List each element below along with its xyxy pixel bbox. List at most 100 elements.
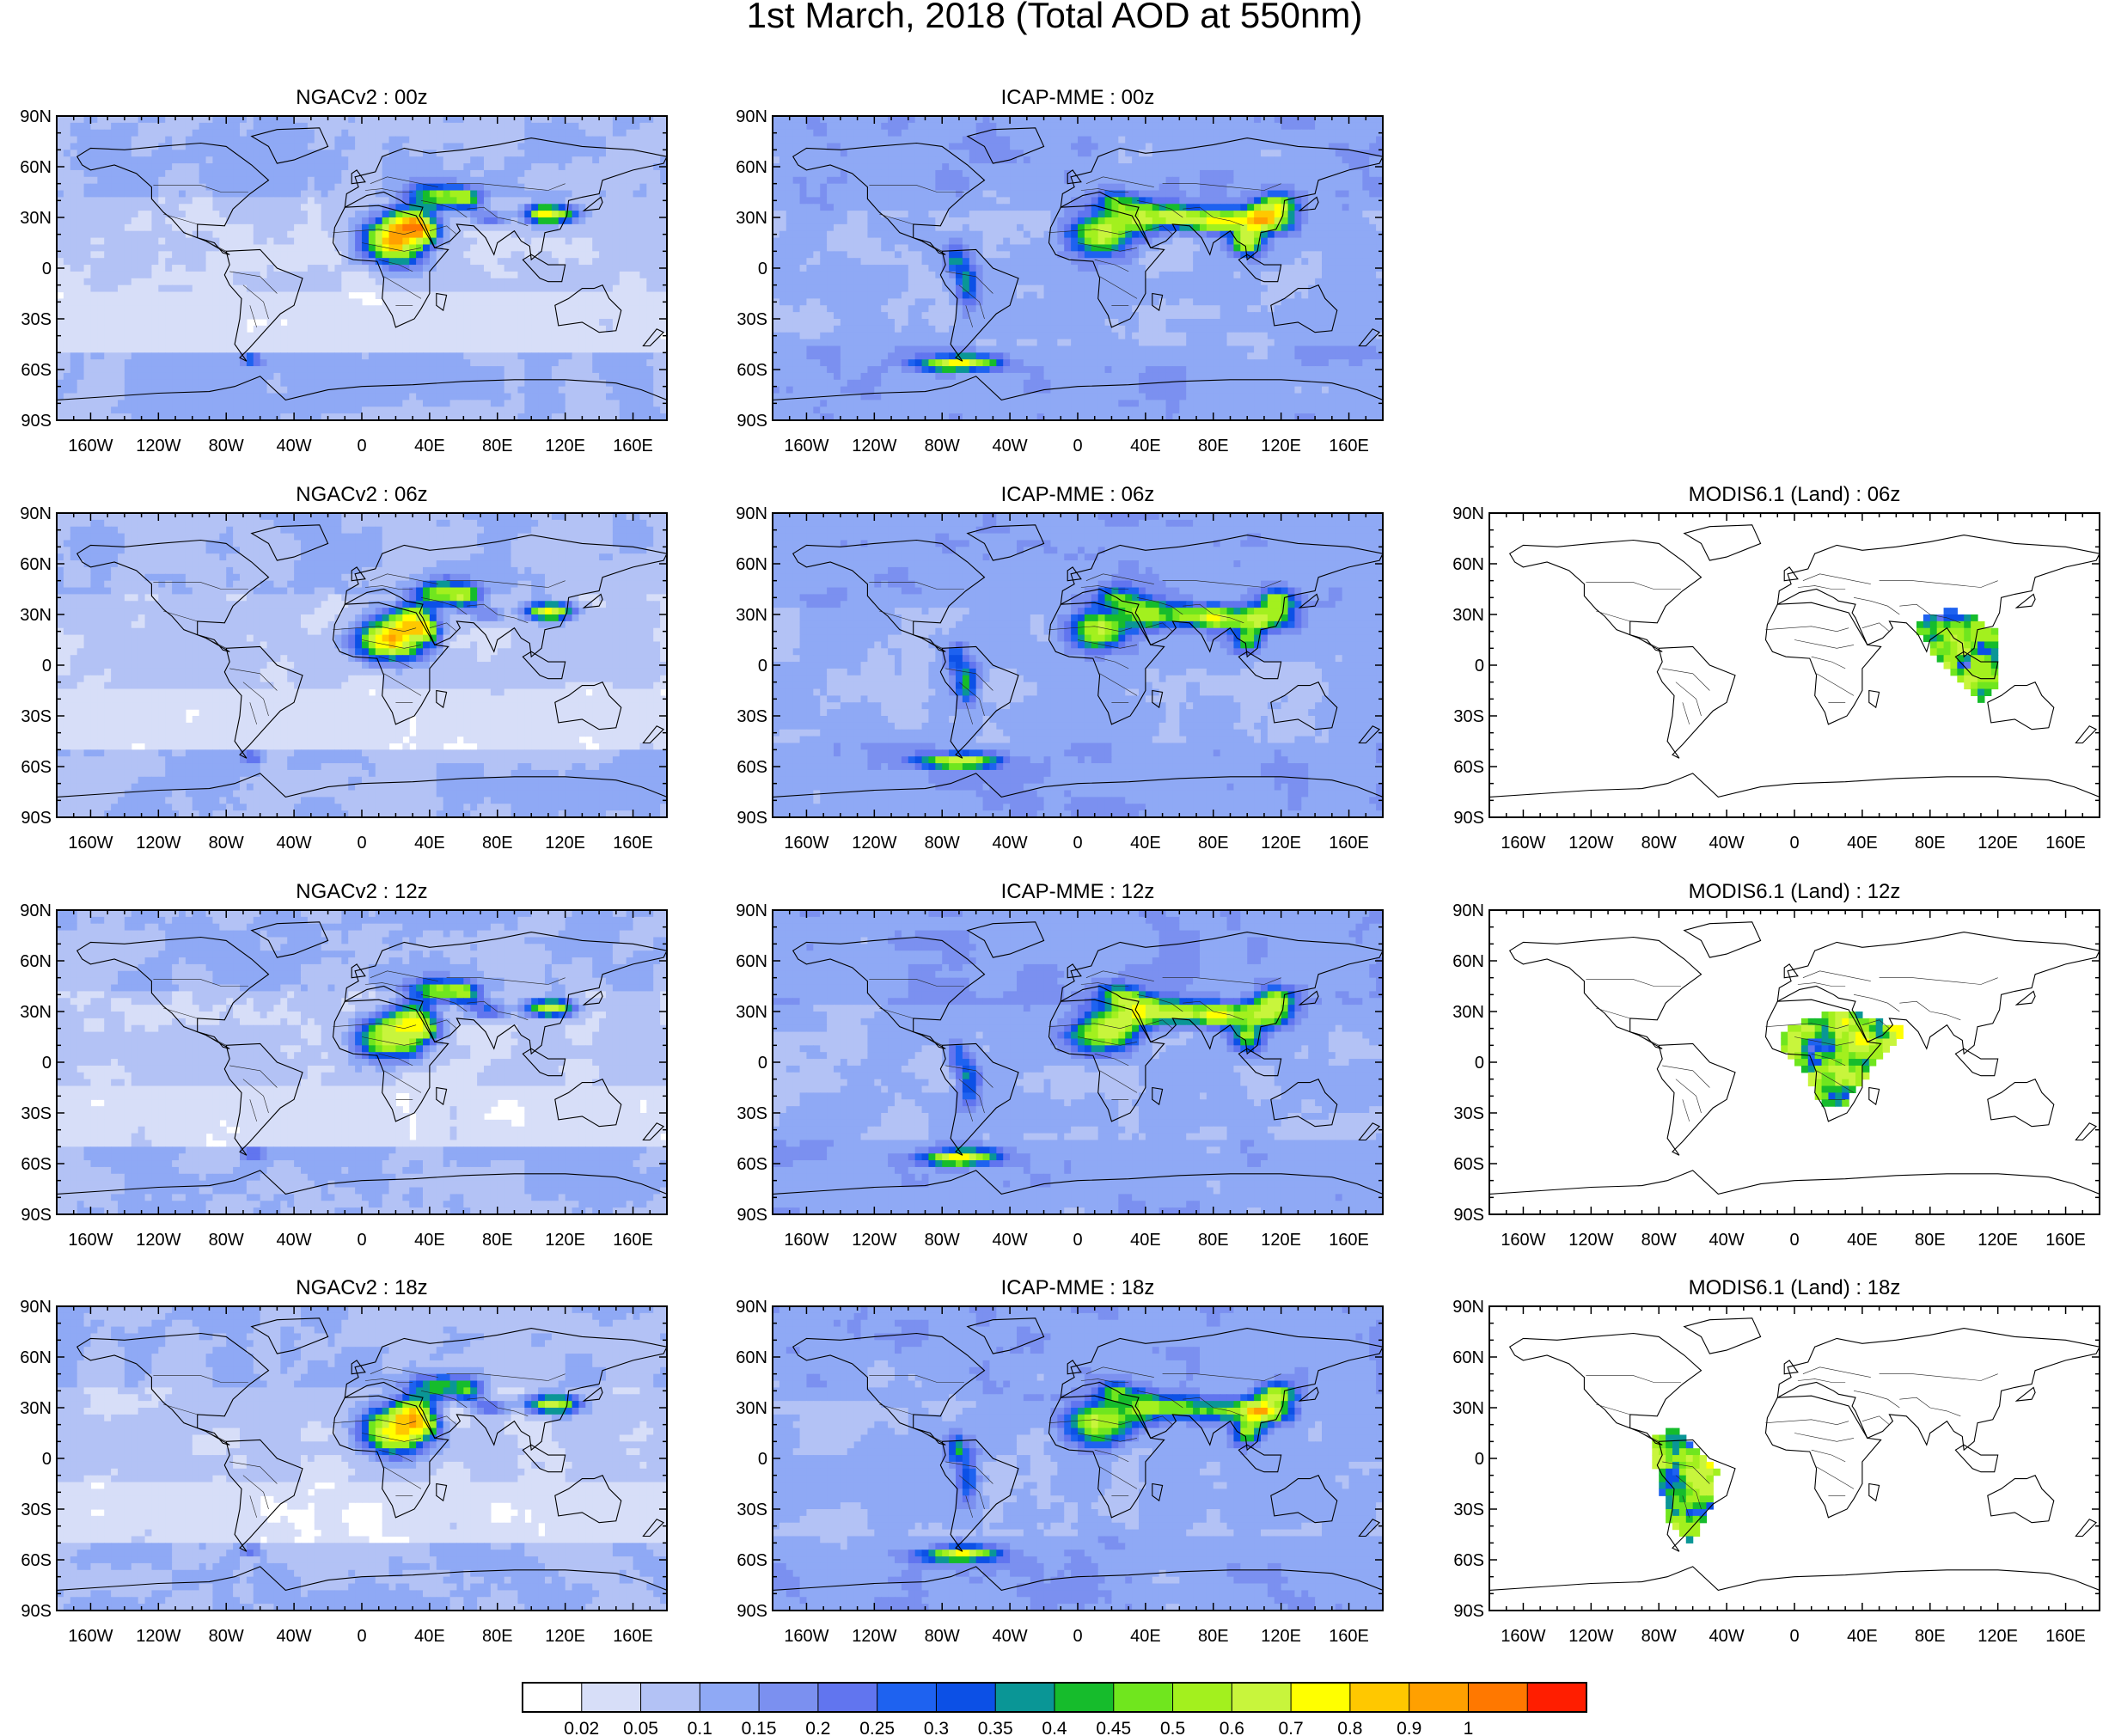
coastlines (1489, 1317, 2100, 1592)
panel-title: NGACv2 : 06z (296, 483, 427, 506)
lon-tick-label: 160E (1329, 834, 1369, 853)
lat-tick-label: 60S (21, 758, 52, 777)
coastlines (773, 127, 1383, 401)
lat-tick-label: 90S (737, 1206, 767, 1225)
lon-tick-label: 120E (1261, 834, 1301, 853)
lon-tick-label: 160W (68, 437, 113, 455)
map-panel: MODIS6.1 (Land) : 12z 90N 60N 30N 0 30S 60S 90S… (1452, 880, 2100, 1250)
aod-field (57, 1306, 667, 1611)
lat-tick-label: 60S (21, 1155, 52, 1174)
lat-tick-label: 30S (1453, 1501, 1484, 1519)
colorbar-label: 0.8 (1337, 1719, 1362, 1736)
lat-tick-label: 30S (737, 310, 767, 329)
lon-tick-label: 120E (545, 1627, 585, 1646)
lon-tick-label: 80E (1915, 1627, 1946, 1646)
coastlines (773, 524, 1383, 798)
map-panel: MODIS6.1 (Land) : 18z 90N 60N 30N 0 30S 60S 90S… (1452, 1276, 2100, 1646)
colorbar-swatch (935, 1682, 997, 1713)
colorbar-swatch (1231, 1682, 1292, 1713)
lat-tick-label: 30N (20, 1399, 52, 1418)
lon-tick-label: 40W (993, 437, 1028, 455)
lon-tick-label: 160W (68, 834, 113, 853)
map-panels: NGACv2 : 00z 90N 60N 30N 0 30S 60S 90S 160W 120W 8… (20, 86, 2100, 1646)
lat-tick-label: 30S (21, 707, 52, 726)
lat-tick-label: 30S (1453, 1104, 1484, 1123)
lat-tick-label: 30S (1453, 707, 1484, 726)
lon-tick-label: 80W (925, 1627, 960, 1646)
lat-tick-label: 30S (21, 1501, 52, 1519)
country-borders (869, 573, 1281, 724)
lon-tick-label: 160E (1329, 1231, 1369, 1250)
lat-tick-label: 90S (1453, 1206, 1484, 1225)
lat-tick-label: 60N (20, 1348, 52, 1367)
lon-tick-label: 40E (1130, 1627, 1161, 1646)
lat-tick-label: 0 (1475, 657, 1484, 675)
lon-tick-label: 80W (925, 1231, 960, 1250)
panel-title: ICAP-MME : 18z (1001, 1276, 1155, 1299)
lat-tick-label: 60N (736, 1348, 767, 1367)
lat-tick-label: 60N (1452, 952, 1484, 971)
lat-tick-label: 0 (1475, 1450, 1484, 1469)
lon-tick-label: 40W (1709, 834, 1745, 853)
lat-tick-label: 30N (20, 606, 52, 625)
axis-ticks (772, 512, 1384, 818)
lat-tick-label: 60S (1453, 1551, 1484, 1570)
country-borders (153, 1366, 565, 1518)
colorbar-label: 0.3 (924, 1719, 949, 1736)
colorbar-label: 0.4 (1042, 1719, 1067, 1736)
aod-field (773, 513, 1383, 817)
figure-title: 1st March, 2018 (Total AOD at 550nm) (747, 0, 1363, 35)
lat-tick-label: 0 (42, 260, 52, 278)
lon-tick-label: 160E (1329, 1627, 1369, 1646)
lon-tick-label: 80E (1198, 437, 1229, 455)
lon-tick-label: 0 (1073, 1627, 1082, 1646)
lon-tick-label: 120E (1261, 1231, 1301, 1250)
lat-tick-label: 60S (737, 1551, 767, 1570)
colorbar-swatch (1054, 1682, 1115, 1713)
aod-field (773, 116, 1383, 420)
lon-tick-label: 40W (1709, 1627, 1745, 1646)
lon-tick-label: 40W (1709, 1231, 1745, 1250)
lon-tick-label: 80W (925, 834, 960, 853)
colorbar-label: 0.15 (742, 1719, 777, 1736)
lat-tick-label: 90S (1453, 1602, 1484, 1621)
lon-tick-label: 0 (357, 1627, 366, 1646)
lon-tick-label: 80E (1915, 1231, 1946, 1250)
lon-tick-label: 80W (209, 1231, 244, 1250)
lon-tick-label: 80W (1641, 1627, 1677, 1646)
lon-tick-label: 80W (209, 437, 244, 455)
colorbar-label: 0.45 (1096, 1719, 1131, 1736)
panel-title: ICAP-MME : 12z (1001, 880, 1155, 903)
colorbar: 0.02 0.05 0.1 0.15 0.2 0.25 0.3 0.35 0.4 0.45 0.5 0… (522, 1682, 1587, 1736)
lon-tick-label: 160E (613, 1231, 653, 1250)
lon-tick-label: 160W (1501, 1231, 1545, 1250)
lon-tick-label: 40E (1847, 834, 1878, 853)
map-panel: NGACv2 : 18z 90N 60N 30N 0 30S 60S 90S 160W 120W 8… (20, 1276, 668, 1646)
lon-tick-label: 160E (2045, 1231, 2086, 1250)
lon-tick-label: 160E (613, 834, 653, 853)
lat-tick-label: 0 (758, 657, 767, 675)
lat-tick-label: 90N (1452, 504, 1484, 523)
aod-field (57, 513, 667, 817)
lat-tick-label: 30N (1452, 1399, 1484, 1418)
lon-tick-label: 80E (482, 437, 513, 455)
lon-tick-label: 120E (545, 437, 585, 455)
lat-tick-label: 60N (1452, 555, 1484, 574)
lat-tick-label: 90N (736, 504, 767, 523)
lat-tick-label: 30S (737, 1104, 767, 1123)
lat-tick-label: 90S (21, 809, 52, 828)
coastlines (57, 921, 667, 1195)
colorbar-swatch (1467, 1682, 1529, 1713)
lon-tick-label: 160E (2045, 834, 2086, 853)
lon-tick-label: 80E (482, 1231, 513, 1250)
lat-tick-label: 90N (736, 107, 767, 126)
map-panel: ICAP-MME : 12z 90N 60N 30N 0 30S 60S 90S 160W 120… (736, 880, 1384, 1250)
colorbar-label: 0.2 (805, 1719, 830, 1736)
axis-ticks (1489, 1305, 2100, 1611)
lat-tick-label: 60N (736, 158, 767, 177)
lon-tick-label: 80W (209, 1627, 244, 1646)
lat-tick-label: 0 (42, 1450, 52, 1469)
aod-field (1489, 1306, 2100, 1611)
lon-tick-label: 120E (545, 834, 585, 853)
lat-tick-label: 0 (758, 260, 767, 278)
